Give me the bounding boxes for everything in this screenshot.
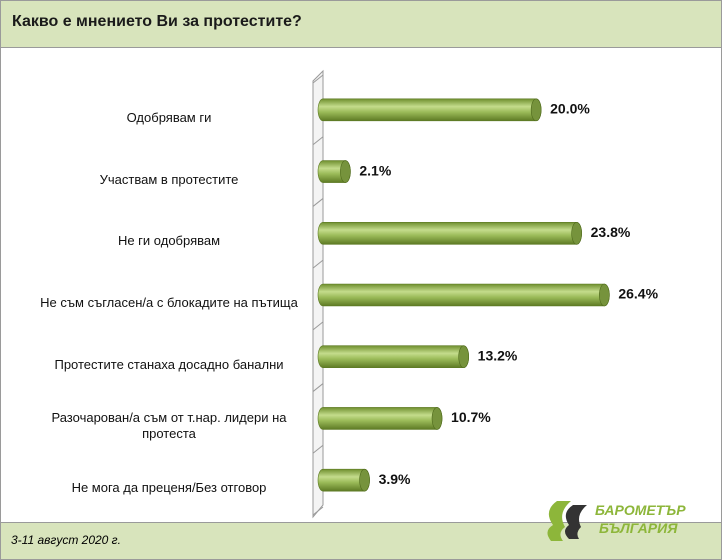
value-label: 10.7% (451, 409, 491, 425)
bar (317, 221, 582, 245)
chart-title: Какво е мнението Ви за протестите? (12, 13, 302, 30)
category-label: Участвам в протестите (99, 171, 239, 187)
bar (317, 407, 443, 430)
value-label: 20.0% (550, 101, 590, 117)
bar-cap (599, 283, 610, 307)
bar-cap (340, 160, 351, 183)
bar (317, 345, 469, 369)
bar-cap (359, 468, 370, 492)
category-label: Не съм съгласен/а с блокадите на пътища (40, 295, 298, 310)
category-separator (312, 198, 324, 207)
category-separator (312, 321, 324, 331)
logo: БАРОМЕТЪР БЪЛГАРИЯ (547, 501, 686, 541)
bar-cap (530, 98, 542, 122)
category-label: Не мога да преценя/Без отговор (71, 480, 267, 496)
category-label: Разочарован/а съм от т.нар. лидери на пр… (51, 410, 287, 442)
category-label: Одобрявам ги (126, 109, 212, 125)
category-separator (312, 136, 324, 146)
bar (317, 283, 610, 307)
logo-icon (547, 501, 571, 541)
bar-cap (458, 345, 469, 369)
bar-cap (431, 407, 443, 430)
logo-icon (565, 505, 587, 539)
category-separator (312, 383, 324, 392)
category-separator (312, 444, 324, 454)
bar (317, 98, 542, 122)
value-label: 23.8% (591, 224, 631, 240)
category-separator (312, 74, 324, 84)
logo-text: БЪЛГАРИЯ (599, 520, 678, 536)
logo-text: БАРОМЕТЪР (595, 502, 686, 518)
category-separator (312, 506, 324, 516)
value-label: 13.2% (478, 347, 518, 363)
footer: 3-11 август 2020 г. (1, 522, 721, 559)
category-label: Не ги одобрявам (117, 233, 221, 249)
footer-date: 3-11 август 2020 г. (11, 533, 121, 547)
title-bar: Какво е мнението Ви за протестите? (1, 1, 721, 48)
value-label: 3.9% (379, 471, 411, 487)
value-label: 2.1% (359, 162, 391, 178)
category-label: Протестите станаха досадно банални (54, 356, 284, 372)
value-label: 26.4% (618, 286, 658, 302)
category-separator (312, 259, 324, 269)
bar-cap (571, 221, 582, 245)
